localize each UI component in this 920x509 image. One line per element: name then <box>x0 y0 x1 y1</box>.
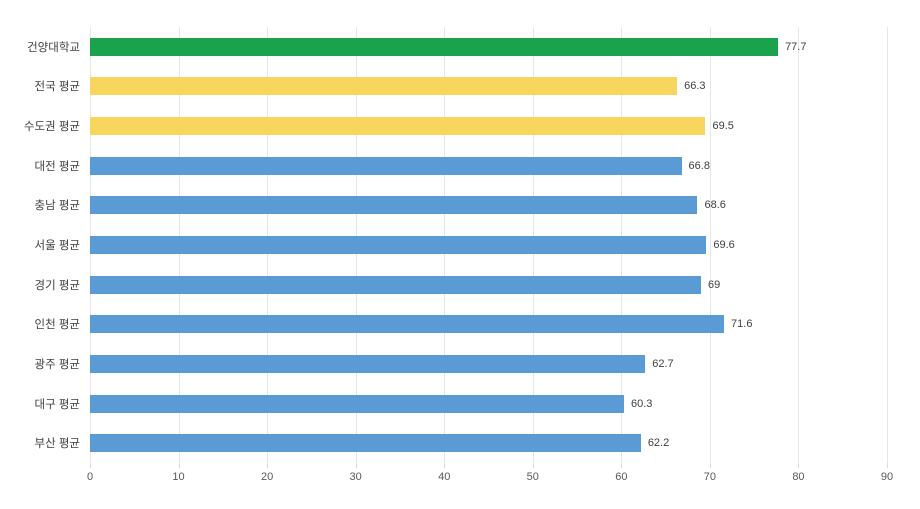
category-label: 충남 평균 <box>34 200 80 213</box>
bar-row: 전국 평균 66.3 <box>0 67 920 107</box>
bar-row: 건양대학교 77.7 <box>0 27 920 67</box>
bar <box>90 275 702 294</box>
value-label: 71.6 <box>731 318 753 331</box>
x-axis-tick <box>798 463 800 468</box>
bar-row: 서울 평균 69.6 <box>0 225 920 265</box>
value-label: 77.7 <box>785 40 807 53</box>
bar <box>90 196 698 215</box>
category-label: 전국 평균 <box>34 81 80 94</box>
value-label: 69.5 <box>712 120 734 133</box>
gridline-x-70 <box>709 27 711 463</box>
x-axis-label: 10 <box>172 471 185 483</box>
bar <box>90 394 624 413</box>
category-label: 부산 평균 <box>34 438 80 451</box>
bar <box>90 77 678 96</box>
bar-row: 충남 평균 68.6 <box>0 186 920 226</box>
x-axis-label: 80 <box>792 471 805 483</box>
value-label: 66.8 <box>688 159 710 172</box>
bar-row: 대구 평균 60.3 <box>0 384 920 424</box>
x-axis-label: 30 <box>349 471 362 483</box>
value-label: 62.2 <box>647 437 670 450</box>
category-label: 수도권 평균 <box>23 121 80 134</box>
x-axis-tick <box>621 463 623 468</box>
x-axis-label: 20 <box>260 471 274 483</box>
bar-row: 경기 평균 69 <box>0 265 920 305</box>
bar-row: 광주 평균 62.7 <box>0 344 920 384</box>
bar <box>90 117 706 136</box>
category-label: 경기 평균 <box>34 279 80 292</box>
x-axis-tick <box>532 463 534 468</box>
category-label: 대구 평균 <box>34 398 80 411</box>
bar <box>90 434 641 453</box>
bar-row: 대전 평균 66.8 <box>0 146 920 186</box>
category-label: 건양대학교 <box>27 41 80 54</box>
bar <box>90 235 707 254</box>
bar <box>90 354 646 373</box>
x-axis-tick <box>444 463 446 468</box>
value-label: 69.6 <box>713 238 735 251</box>
value-label: 66.3 <box>684 80 706 93</box>
bar <box>90 315 725 334</box>
value-label: 68.6 <box>704 199 726 212</box>
bar-row: 수도권 평균 69.5 <box>0 106 920 146</box>
x-axis-tick <box>178 463 180 468</box>
category-label: 대전 평균 <box>34 160 80 173</box>
value-label: 62.7 <box>652 357 674 370</box>
x-axis-tick <box>709 463 711 468</box>
x-axis-label: 40 <box>438 471 451 483</box>
x-axis-label: 70 <box>703 471 716 483</box>
value-label: 69 <box>708 278 721 291</box>
bar <box>90 156 682 175</box>
category-label: 인천 평균 <box>34 319 80 332</box>
x-axis-label: 60 <box>615 471 628 483</box>
bar-row: 인천 평균 71.6 <box>0 304 920 344</box>
x-axis-label: 50 <box>526 471 539 483</box>
category-label: 광주 평균 <box>34 358 80 371</box>
value-label: 60.3 <box>630 397 653 410</box>
x-axis-label: 0 <box>86 471 94 483</box>
x-axis-label: 90 <box>880 471 894 483</box>
x-axis-tick <box>90 463 91 468</box>
gridline-x-90 <box>887 27 888 463</box>
x-axis-tick <box>355 463 357 468</box>
bar <box>90 37 779 56</box>
bar-row: 부산 평균 62.2 <box>0 423 920 463</box>
x-axis-tick <box>267 463 269 468</box>
gridline-x-80 <box>798 27 800 463</box>
category-label: 서울 평균 <box>34 239 80 252</box>
x-axis-tick <box>887 463 888 468</box>
